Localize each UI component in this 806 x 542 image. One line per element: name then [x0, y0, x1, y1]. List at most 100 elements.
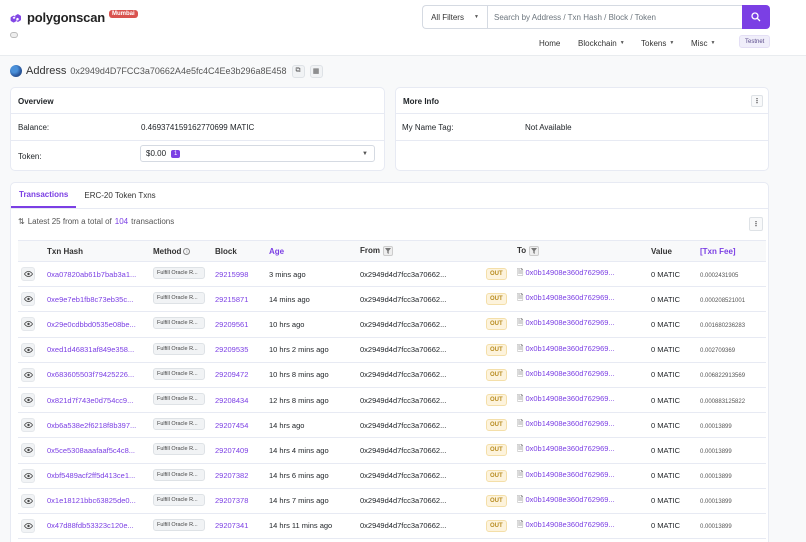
txn-hash-cell: 0xbf5489acf2ff5d413ce1...	[44, 463, 150, 489]
token-label: Token:	[18, 152, 42, 161]
block-link[interactable]: 29215998	[215, 269, 249, 279]
eye-icon[interactable]	[21, 367, 35, 382]
txn-hash-link[interactable]: 0x683605503f79425226...	[47, 370, 135, 380]
out-badge: OUT	[486, 293, 507, 306]
nav-blockchain[interactable]: Blockchain ▼	[578, 37, 625, 49]
method-cell: Fulfill Oracle R...	[150, 488, 212, 514]
eye-icon[interactable]	[21, 393, 35, 408]
age-cell: 14 mins ago	[266, 286, 357, 313]
eye-icon[interactable]	[21, 292, 35, 307]
block-cell: 29207382	[212, 463, 266, 489]
txn-hash-cell: 0x1e18121bbc63825de0...	[44, 488, 150, 514]
table-row: 0x821d7f743e0d754cc9... Fulfill Oracle R.…	[18, 387, 766, 414]
to-address-link[interactable]: 0x0b14908e360d762969...	[525, 494, 615, 504]
to-address-link[interactable]: 0x0b14908e360d762969...	[525, 318, 615, 328]
to-address-link[interactable]: 0x0b14908e360d762969...	[525, 368, 615, 378]
block-link[interactable]: 29209561	[215, 319, 249, 329]
header-eye	[18, 240, 44, 262]
transactions-summary: ⇅ Latest 25 from a total of 104 transact…	[18, 217, 174, 226]
txn-hash-link[interactable]: 0x821d7f743e0d754cc9...	[47, 395, 134, 405]
block-link[interactable]: 29215871	[215, 294, 249, 304]
eye-icon[interactable]	[21, 267, 35, 282]
block-link[interactable]: 29208434	[215, 395, 249, 405]
eye-icon[interactable]	[21, 418, 35, 433]
to-address-link[interactable]: 0x0b14908e360d762969...	[525, 444, 615, 454]
to-cell: 🗎 0x0b14908e360d762969...	[514, 437, 648, 464]
block-link[interactable]: 29207409	[215, 445, 249, 455]
block-link[interactable]: 29207382	[215, 471, 249, 481]
txn-fee-value: 0.001680236283	[700, 322, 746, 329]
age-cell: 3 mins ago	[266, 261, 357, 288]
filter-dropdown[interactable]: All Filters ▼	[422, 5, 487, 29]
eye-icon[interactable]	[21, 317, 35, 332]
txn-hash-link[interactable]: 0x1e18121bbc63825de0...	[47, 496, 136, 506]
to-address-link[interactable]: 0x0b14908e360d762969...	[525, 343, 615, 353]
txn-hash-link[interactable]: 0x29e0cdbbd0535e08be...	[47, 319, 136, 329]
eye-icon[interactable]	[21, 443, 35, 458]
info-icon[interactable]: i	[183, 247, 191, 255]
filter-icon[interactable]	[383, 246, 393, 256]
polygonscan-logo[interactable]: polygonscan Mumbai	[10, 9, 138, 25]
txn-hash-link[interactable]: 0xbf5489acf2ff5d413ce1...	[47, 471, 136, 481]
eye-icon[interactable]	[21, 468, 35, 483]
search-button[interactable]	[742, 5, 770, 29]
to-address-link[interactable]: 0x0b14908e360d762969...	[525, 268, 615, 278]
out-badge: OUT	[486, 469, 507, 482]
eye-icon[interactable]	[21, 493, 35, 508]
to-cell: 🗎 0x0b14908e360d762969...	[514, 387, 648, 414]
value-cell: 0 MATIC	[648, 311, 697, 338]
theme-toggle-icon[interactable]	[10, 32, 18, 38]
txn-hash-link[interactable]: 0x5ce5308aaafaaf5c4c8...	[47, 445, 135, 455]
nav-tokens[interactable]: Tokens ▼	[641, 37, 674, 49]
search-input[interactable]	[487, 5, 742, 29]
to-address-link[interactable]: 0x0b14908e360d762969...	[525, 469, 615, 479]
nav-home[interactable]: Home	[539, 37, 560, 49]
block-link[interactable]: 29209472	[215, 370, 249, 380]
eye-icon[interactable]	[21, 342, 35, 357]
txn-hash-link[interactable]: 0xb6a538e2f6218f8b397...	[47, 420, 137, 430]
testnet-badge[interactable]: Testnet	[739, 35, 771, 48]
tab-transactions[interactable]: Transactions	[11, 183, 77, 208]
txn-fee-value: 0.00013899	[700, 423, 732, 430]
header-fee-label[interactable]: [Txn Fee]	[700, 246, 736, 256]
txn-fee-value: 0.000208521001	[700, 297, 746, 304]
eye-cell	[18, 463, 44, 489]
more-options-button[interactable]: ⋮	[751, 95, 763, 107]
table-options-button[interactable]: ⋮	[749, 217, 763, 231]
txn-hash-link[interactable]: 0xed1d46831af849e358...	[47, 345, 135, 355]
qr-code-button[interactable]: ▦	[309, 64, 323, 78]
tab-erc20-token-txns[interactable]: ERC-20 Token Txns	[84, 191, 156, 200]
filter-label: All Filters	[431, 12, 464, 22]
from-cell: 0x2949d4d7fcc3a70662...	[357, 488, 483, 514]
filter-icon[interactable]	[529, 246, 540, 256]
value-cell: 0 MATIC	[648, 412, 697, 439]
from-cell: 0x2949d4d7fcc3a70662...	[357, 387, 483, 414]
token-dropdown[interactable]: $0.00 1 ▼	[140, 145, 375, 162]
copy-address-button[interactable]: ⧉	[291, 64, 305, 78]
nav-misc[interactable]: Misc ▼	[691, 37, 715, 49]
header-age[interactable]: Age	[266, 240, 357, 262]
block-link[interactable]: 29207454	[215, 420, 249, 430]
block-link[interactable]: 29207341	[215, 521, 249, 531]
from-cell: 0x2949d4d7fcc3a70662...	[357, 261, 483, 288]
to-address-link[interactable]: 0x0b14908e360d762969...	[525, 394, 615, 404]
txn-hash-link[interactable]: 0xe9e7eb1fb8c73eb35c...	[47, 294, 134, 304]
txn-hash-link[interactable]: 0x47d88fdb53323c120e...	[47, 521, 134, 531]
eye-icon[interactable]	[21, 518, 35, 533]
to-address-link[interactable]: 0x0b14908e360d762969...	[525, 293, 615, 303]
to-address-link[interactable]: 0x0b14908e360d762969...	[525, 419, 615, 429]
header-txn-fee[interactable]: [Txn Fee]	[697, 240, 766, 262]
summary-count[interactable]: 104	[114, 217, 129, 226]
block-link[interactable]: 29207378	[215, 496, 249, 506]
site-header: polygonscan Mumbai All Filters ▼ Home Bl…	[0, 0, 806, 56]
to-address-link[interactable]: 0x0b14908e360d762969...	[525, 519, 615, 529]
direction-cell: OUT	[483, 337, 514, 363]
txn-fee-value: 0.00013899	[700, 524, 732, 531]
block-link[interactable]: 29209535	[215, 345, 249, 355]
header-method: Method i	[150, 240, 212, 262]
header-age-label[interactable]: Age	[269, 246, 285, 256]
contract-file-icon: 🗎	[517, 394, 524, 404]
contract-file-icon: 🗎	[517, 318, 524, 328]
to-cell: 🗎 0x0b14908e360d762969...	[514, 488, 648, 514]
txn-hash-link[interactable]: 0xa07820ab61b7bab3a1...	[47, 269, 137, 279]
